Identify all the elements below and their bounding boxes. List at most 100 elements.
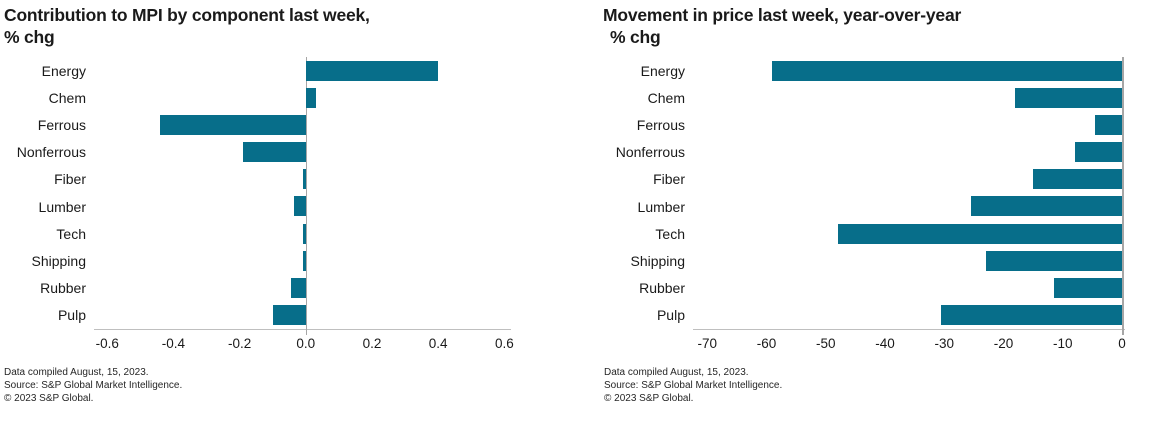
x-axis-tick-label: -0.6 — [95, 335, 119, 351]
bar — [1053, 278, 1123, 298]
plot-area: -70 -60 -50 -40 -30 -20 -10 0 — [693, 57, 1126, 351]
bar-row — [94, 111, 511, 138]
category-label: Ferrous — [636, 116, 685, 133]
bar — [290, 278, 306, 298]
footer-line-source: Source: S&P Global Market Intelligence. — [604, 379, 783, 391]
bar — [1095, 114, 1123, 135]
x-axis-tick-label: -60 — [756, 335, 777, 351]
chart-title-line2: % chg — [4, 26, 55, 47]
category-label: Fiber — [653, 171, 685, 188]
bar — [302, 223, 306, 244]
category-label: Lumber — [38, 198, 86, 215]
chart-title: Movement in price last week, year-over-y… — [585, 0, 1169, 48]
category-labels: Energy Chem Ferrous Nonferrous Fiber Lumber Te… — [0, 57, 94, 330]
chart-panel-mpi-contribution: Contribution to MPI by component last we… — [0, 0, 585, 405]
bar — [1074, 142, 1123, 163]
category-label: Energy — [41, 62, 86, 79]
x-axis-tick-label: 0.2 — [362, 335, 382, 351]
x-axis-tick-label: 0.0 — [296, 335, 316, 351]
x-axis-tick-label: -0.4 — [161, 335, 186, 351]
category-label: Shipping — [630, 252, 686, 269]
category-label: Pulp — [57, 307, 86, 324]
bar — [160, 114, 306, 135]
chart-title-line2: % chg — [610, 26, 661, 47]
category-label: Nonferrous — [16, 144, 86, 161]
bar — [272, 305, 306, 326]
category-label: Chem — [48, 89, 86, 106]
chart-footer: Data compiled August, 15, 2023. Source: … — [604, 366, 1169, 405]
category-label: Tech — [56, 225, 86, 242]
category-label: Tech — [655, 225, 685, 242]
bar — [1015, 87, 1123, 108]
bar — [242, 142, 306, 163]
bar-row — [94, 84, 511, 111]
bar-row — [693, 247, 1125, 274]
bar-row — [693, 111, 1125, 138]
x-axis: -70 -60 -50 -40 -30 -20 -10 0 — [693, 336, 1125, 356]
bar-row — [693, 302, 1125, 329]
bar — [305, 60, 439, 81]
bar-row — [94, 275, 511, 302]
bar — [985, 250, 1123, 271]
plot-area: -0.6 -0.4 -0.2 0.0 0.2 0.4 0.6 — [94, 57, 514, 351]
footer-line-source: Source: S&P Global Market Intelligence. — [4, 379, 183, 391]
bar-row — [693, 220, 1125, 247]
category-label: Rubber — [40, 280, 86, 297]
zero-axis-line — [1122, 57, 1124, 335]
bar — [294, 196, 306, 217]
bar-row — [94, 302, 511, 329]
bar — [941, 305, 1123, 326]
x-axis-tick-label: 0 — [1118, 335, 1126, 351]
bar-chart-mpi-contribution: Energy Chem Ferrous Nonferrous Fiber Lumber Te… — [0, 57, 585, 351]
footer-line-compiled: Data compiled August, 15, 2023. — [4, 366, 149, 378]
bar-row — [94, 220, 511, 247]
category-label: Nonferrous — [615, 144, 685, 161]
x-axis: -0.6 -0.4 -0.2 0.0 0.2 0.4 0.6 — [94, 335, 514, 356]
chart-title-line1: Contribution to MPI by component last we… — [4, 5, 370, 25]
bar — [772, 60, 1123, 81]
category-label: Energy — [640, 62, 685, 79]
category-label: Ferrous — [37, 116, 86, 133]
category-label: Chem — [647, 89, 685, 106]
x-axis-tick-label: -70 — [697, 335, 717, 351]
chart-title: Contribution to MPI by component last we… — [0, 0, 585, 48]
x-axis-tick-label: -30 — [934, 335, 955, 351]
category-label: Shipping — [31, 252, 87, 269]
footer-line-copyright: © 2023 S&P Global. — [4, 392, 94, 404]
footer-line-copyright: © 2023 S&P Global. — [604, 392, 694, 404]
bar-row — [94, 139, 511, 166]
category-label: Lumber — [637, 198, 685, 215]
bar — [305, 87, 316, 108]
bar-chart-price-movement: Energy Chem Ferrous Nonferrous Fiber Lumber Te… — [585, 57, 1169, 351]
bar-row — [693, 57, 1125, 84]
bar-row — [94, 166, 511, 193]
x-axis-tick-label: 0.6 — [494, 335, 514, 351]
category-label: Pulp — [656, 307, 685, 324]
chart-title-line1: Movement in price last week, year-over-y… — [603, 5, 962, 25]
category-label: Fiber — [54, 171, 86, 188]
x-axis-tick-label: 0.4 — [428, 335, 448, 351]
bar-row — [94, 193, 511, 220]
category-label: Rubber — [639, 280, 685, 297]
bar — [1033, 169, 1123, 190]
category-labels: Energy Chem Ferrous Nonferrous Fiber Lumber Te… — [585, 57, 693, 330]
x-axis-tick-label: -20 — [993, 335, 1014, 351]
x-axis-tick-label: -10 — [1053, 335, 1073, 351]
bar-row — [94, 247, 511, 274]
footer-line-compiled: Data compiled August, 15, 2023. — [604, 366, 749, 378]
bar-row — [693, 139, 1125, 166]
chart-footer: Data compiled August, 15, 2023. Source: … — [4, 366, 585, 405]
bar-row — [94, 57, 511, 84]
bar — [970, 196, 1123, 217]
bar-row — [693, 166, 1125, 193]
x-axis-tick-label: -0.2 — [227, 335, 252, 351]
bar — [302, 169, 306, 190]
bar-row — [693, 193, 1125, 220]
x-axis-tick-label: -50 — [815, 335, 836, 351]
x-axis-tick-label: -40 — [875, 335, 895, 351]
chart-panel-price-movement: Movement in price last week, year-over-y… — [585, 0, 1169, 422]
bar — [302, 250, 306, 271]
bar — [837, 223, 1123, 244]
bar-row — [693, 84, 1125, 111]
